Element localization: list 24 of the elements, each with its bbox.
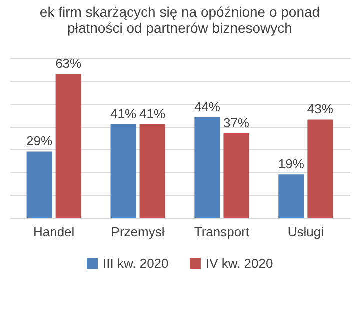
legend-label: IV kw. 2020 bbox=[206, 256, 274, 271]
data-label: 41% bbox=[110, 106, 137, 122]
text: płatności od partnerów biznesowych bbox=[68, 20, 292, 36]
bar bbox=[308, 120, 334, 218]
bar bbox=[194, 117, 220, 218]
bar bbox=[224, 133, 250, 218]
data-label: 29% bbox=[26, 134, 54, 149]
x-tick-label: Handel bbox=[33, 224, 75, 240]
bar bbox=[110, 124, 136, 218]
data-label: 63% bbox=[56, 56, 82, 71]
bar bbox=[140, 124, 166, 218]
legend-label: III kw. 2020 bbox=[103, 256, 169, 271]
data-label: 43% bbox=[307, 102, 334, 117]
data-label: 19% bbox=[278, 156, 305, 172]
x-tick-label: Przemysł bbox=[111, 224, 165, 240]
data-label: 44% bbox=[194, 99, 221, 114]
bar bbox=[56, 74, 82, 218]
x-tick-label: Usługi bbox=[288, 224, 324, 240]
data-label: 41% bbox=[140, 106, 166, 122]
bar bbox=[26, 152, 52, 218]
data-label: 37% bbox=[223, 115, 250, 130]
text: ek firm skarżących się na opóźnione o ponad bbox=[40, 4, 320, 20]
bar bbox=[278, 174, 304, 218]
x-tick-label: Transport bbox=[194, 224, 250, 240]
